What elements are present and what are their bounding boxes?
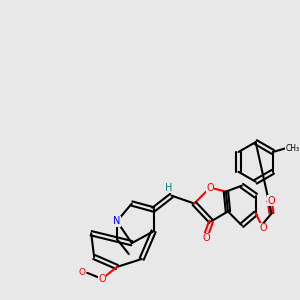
Text: CH₃: CH₃ xyxy=(286,143,300,152)
Text: O: O xyxy=(268,196,275,206)
Text: O: O xyxy=(79,268,86,278)
Text: O: O xyxy=(202,233,210,243)
Text: N: N xyxy=(113,216,121,226)
Text: O: O xyxy=(260,223,267,233)
Text: O: O xyxy=(206,183,214,193)
Text: H: H xyxy=(165,183,172,193)
Text: O: O xyxy=(98,274,106,284)
